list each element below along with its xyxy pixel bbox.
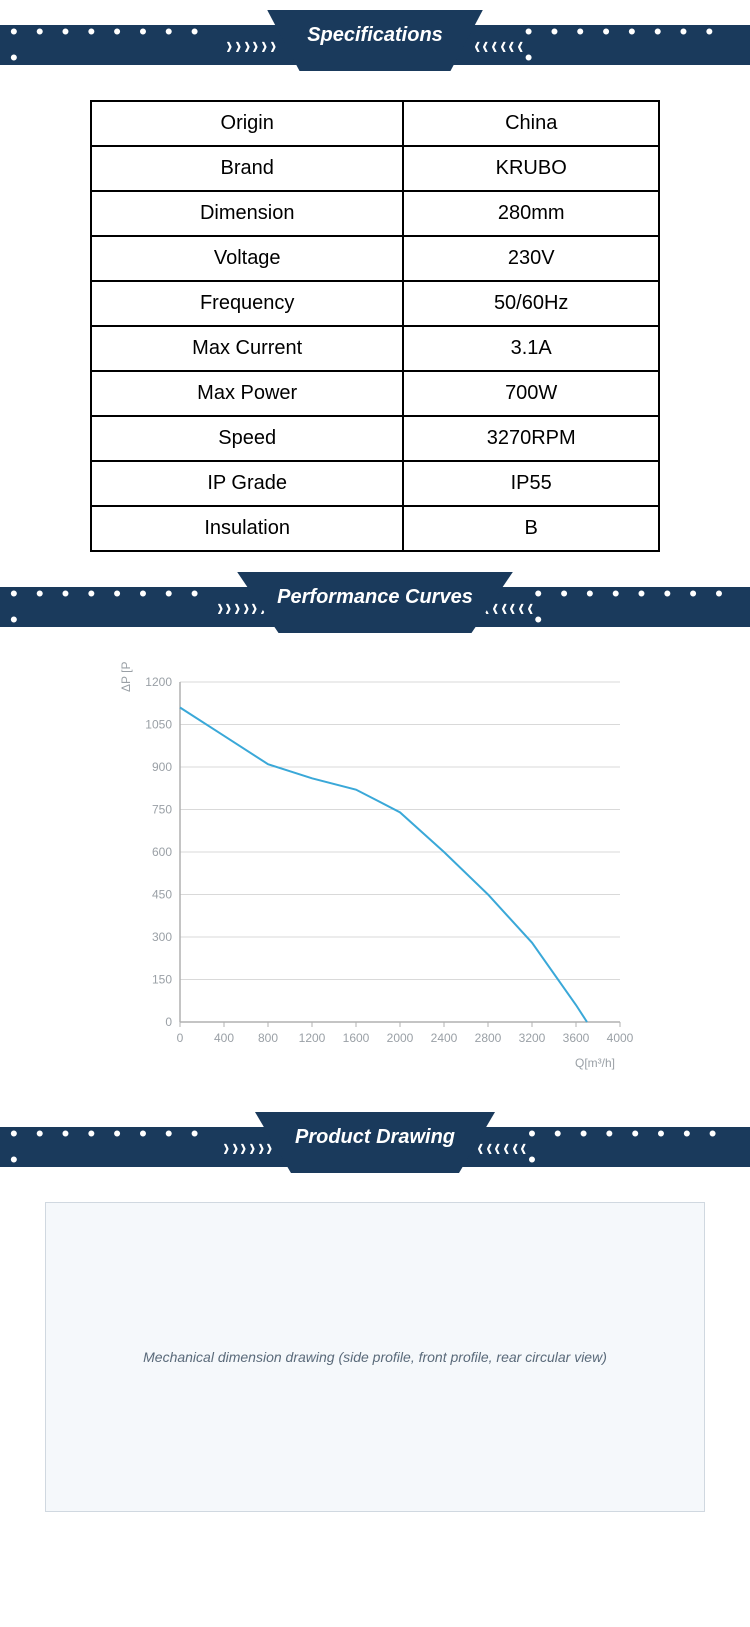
- svg-text:0: 0: [165, 1015, 172, 1029]
- table-row: Voltage230V: [91, 236, 659, 281]
- product-drawing: Mechanical dimension drawing (side profi…: [45, 1202, 705, 1512]
- spec-value: 3270RPM: [403, 416, 659, 461]
- chevrons-right: ››››››: [225, 30, 277, 61]
- performance-chart: 0 150 300 450 600 750 900 1050 1200 0 400 800 1200 16…: [110, 662, 640, 1082]
- chevrons-left: ‹‹‹‹‹‹: [473, 30, 525, 61]
- svg-text:3200: 3200: [519, 1031, 546, 1045]
- table-row: Max Current3.1A: [91, 326, 659, 371]
- svg-text:2000: 2000: [387, 1031, 414, 1045]
- dots-left: • • • • • • • • •: [10, 19, 225, 71]
- chevrons-right: ››››››: [222, 1132, 274, 1163]
- spec-label: Max Current: [91, 326, 403, 371]
- dots-left: • • • • • • • • •: [10, 1121, 222, 1173]
- spec-label: Voltage: [91, 236, 403, 281]
- spec-label: Frequency: [91, 281, 403, 326]
- svg-text:750: 750: [152, 803, 172, 817]
- svg-text:300: 300: [152, 930, 172, 944]
- banner-specifications: • • • • • • • • • ›››››› ‹‹‹‹‹‹ • • • • …: [0, 10, 750, 80]
- svg-text:600: 600: [152, 845, 172, 859]
- spec-label: Dimension: [91, 191, 403, 236]
- table-row: BrandKRUBO: [91, 146, 659, 191]
- dots-right: • • • • • • • • •: [534, 581, 740, 633]
- svg-text:900: 900: [152, 760, 172, 774]
- table-row: InsulationB: [91, 506, 659, 551]
- banner-drawing: • • • • • • • • • ›››››› ‹‹‹‹‹‹ • • • • …: [0, 1112, 750, 1182]
- spec-label: Max Power: [91, 371, 403, 416]
- chevrons-left: ‹‹‹‹‹‹: [476, 1132, 528, 1163]
- table-row: OriginChina: [91, 101, 659, 146]
- svg-text:3600: 3600: [563, 1031, 590, 1045]
- banner-label-specifications: Specifications: [267, 10, 483, 71]
- svg-text:1050: 1050: [145, 718, 172, 732]
- svg-text:Q[m³/h]: Q[m³/h]: [575, 1056, 615, 1070]
- banner-performance: • • • • • • • • • ›››››› ‹‹‹‹‹‹ • • • • …: [0, 572, 750, 642]
- spec-label: Speed: [91, 416, 403, 461]
- spec-table: OriginChinaBrandKRUBODimension280mmVolta…: [90, 100, 660, 552]
- svg-text:1600: 1600: [343, 1031, 370, 1045]
- dots-right: • • • • • • • • •: [525, 19, 740, 71]
- svg-text:ΔP [Pa]: ΔP [Pa]: [119, 662, 133, 692]
- spec-label: Brand: [91, 146, 403, 191]
- spec-value: B: [403, 506, 659, 551]
- table-row: Max Power700W: [91, 371, 659, 416]
- svg-text:450: 450: [152, 888, 172, 902]
- table-row: Frequency50/60Hz: [91, 281, 659, 326]
- svg-text:1200: 1200: [299, 1031, 326, 1045]
- spec-label: IP Grade: [91, 461, 403, 506]
- svg-text:2400: 2400: [431, 1031, 458, 1045]
- svg-text:0: 0: [177, 1031, 184, 1045]
- banner-label-performance: Performance Curves: [237, 572, 513, 633]
- table-row: IP GradeIP55: [91, 461, 659, 506]
- dots-left: • • • • • • • • •: [10, 581, 216, 633]
- table-row: Dimension280mm: [91, 191, 659, 236]
- spec-value: 700W: [403, 371, 659, 416]
- svg-text:4000: 4000: [607, 1031, 634, 1045]
- svg-text:1200: 1200: [145, 675, 172, 689]
- svg-text:150: 150: [152, 973, 172, 987]
- spec-value: IP55: [403, 461, 659, 506]
- svg-text:800: 800: [258, 1031, 278, 1045]
- spec-value: 50/60Hz: [403, 281, 659, 326]
- spec-value: 3.1A: [403, 326, 659, 371]
- spec-value: KRUBO: [403, 146, 659, 191]
- product-drawing-note: Mechanical dimension drawing (side profi…: [143, 1349, 607, 1365]
- spec-value: 280mm: [403, 191, 659, 236]
- svg-text:2800: 2800: [475, 1031, 502, 1045]
- spec-table-body: OriginChinaBrandKRUBODimension280mmVolta…: [91, 101, 659, 551]
- spec-value: 230V: [403, 236, 659, 281]
- performance-chart-svg: 0 150 300 450 600 750 900 1050 1200 0 400 800 1200 16…: [110, 662, 640, 1082]
- spec-label: Origin: [91, 101, 403, 146]
- svg-text:400: 400: [214, 1031, 234, 1045]
- spec-value: China: [403, 101, 659, 146]
- spec-label: Insulation: [91, 506, 403, 551]
- banner-label-drawing: Product Drawing: [255, 1112, 495, 1173]
- table-row: Speed3270RPM: [91, 416, 659, 461]
- dots-right: • • • • • • • • •: [528, 1121, 740, 1173]
